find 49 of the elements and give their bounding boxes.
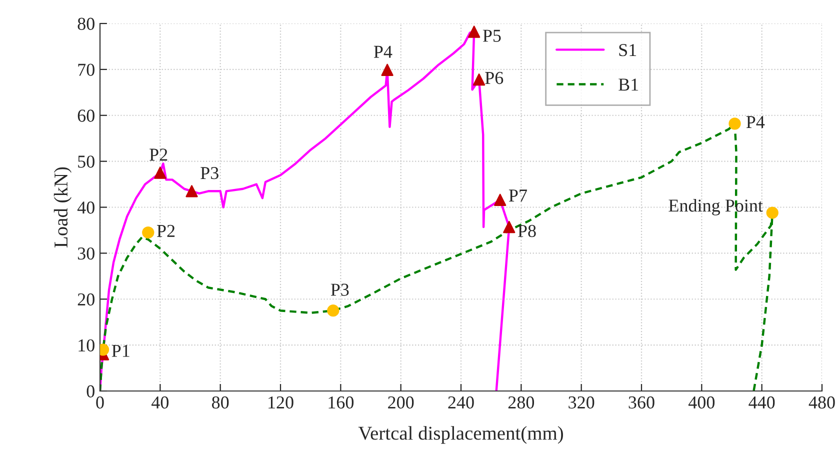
point bbox=[142, 226, 154, 239]
y-tick-label: 70 bbox=[78, 64, 94, 76]
x-tick-label: 120 bbox=[268, 396, 294, 409]
y-axis-title: Load (kN) bbox=[54, 167, 72, 248]
point bbox=[494, 194, 506, 206]
x-tick-label: 440 bbox=[748, 396, 775, 409]
x-tick-label: 480 bbox=[808, 396, 835, 409]
annotation: Ending Point bbox=[668, 198, 763, 216]
y-tick-label: 0 bbox=[86, 385, 94, 398]
x-tick-label: 280 bbox=[508, 396, 534, 409]
annotation: P2 bbox=[150, 148, 168, 161]
x-tick-label: 40 bbox=[151, 396, 169, 409]
point bbox=[503, 220, 516, 234]
x-tick-label: 240 bbox=[448, 396, 474, 409]
point bbox=[468, 26, 480, 38]
annotation: P4 bbox=[374, 46, 392, 58]
point bbox=[381, 64, 394, 76]
annotation: P1 bbox=[112, 344, 130, 357]
x-axis-title: Vertcal displacement(mm) bbox=[358, 426, 563, 444]
point bbox=[327, 304, 340, 317]
annotation: P8 bbox=[518, 224, 536, 238]
annotation: P3 bbox=[330, 284, 349, 296]
x-tick-label: 360 bbox=[628, 396, 654, 409]
y-tick-label: 30 bbox=[78, 247, 94, 260]
legend-label: B1 bbox=[618, 78, 638, 91]
annotation: P6 bbox=[485, 72, 504, 84]
y-tick-label: 60 bbox=[78, 110, 94, 122]
x-tick-label: 160 bbox=[328, 396, 354, 409]
point bbox=[186, 185, 198, 198]
annotation: P4 bbox=[746, 116, 765, 128]
y-tick-label: 80 bbox=[78, 18, 94, 30]
legend-label: S1 bbox=[619, 44, 636, 56]
x-tick-label: 80 bbox=[212, 396, 229, 409]
point bbox=[154, 166, 166, 179]
y-tick-label: 50 bbox=[78, 156, 94, 168]
annotation: P7 bbox=[508, 190, 527, 202]
annotation: P3 bbox=[200, 167, 218, 180]
x-tick-label: 320 bbox=[568, 396, 594, 409]
y-tick-label: 40 bbox=[77, 202, 94, 214]
x-tick-label: 200 bbox=[388, 396, 414, 409]
point bbox=[728, 118, 741, 130]
annotation: P5 bbox=[482, 30, 501, 42]
point bbox=[766, 206, 778, 219]
annotation: P2 bbox=[156, 224, 175, 237]
x-tick-label: 0 bbox=[96, 396, 104, 409]
y-tick-label: 10 bbox=[78, 339, 94, 352]
point bbox=[472, 73, 486, 86]
y-tick-label: 20 bbox=[78, 293, 94, 306]
x-tick-label: 400 bbox=[688, 396, 715, 409]
